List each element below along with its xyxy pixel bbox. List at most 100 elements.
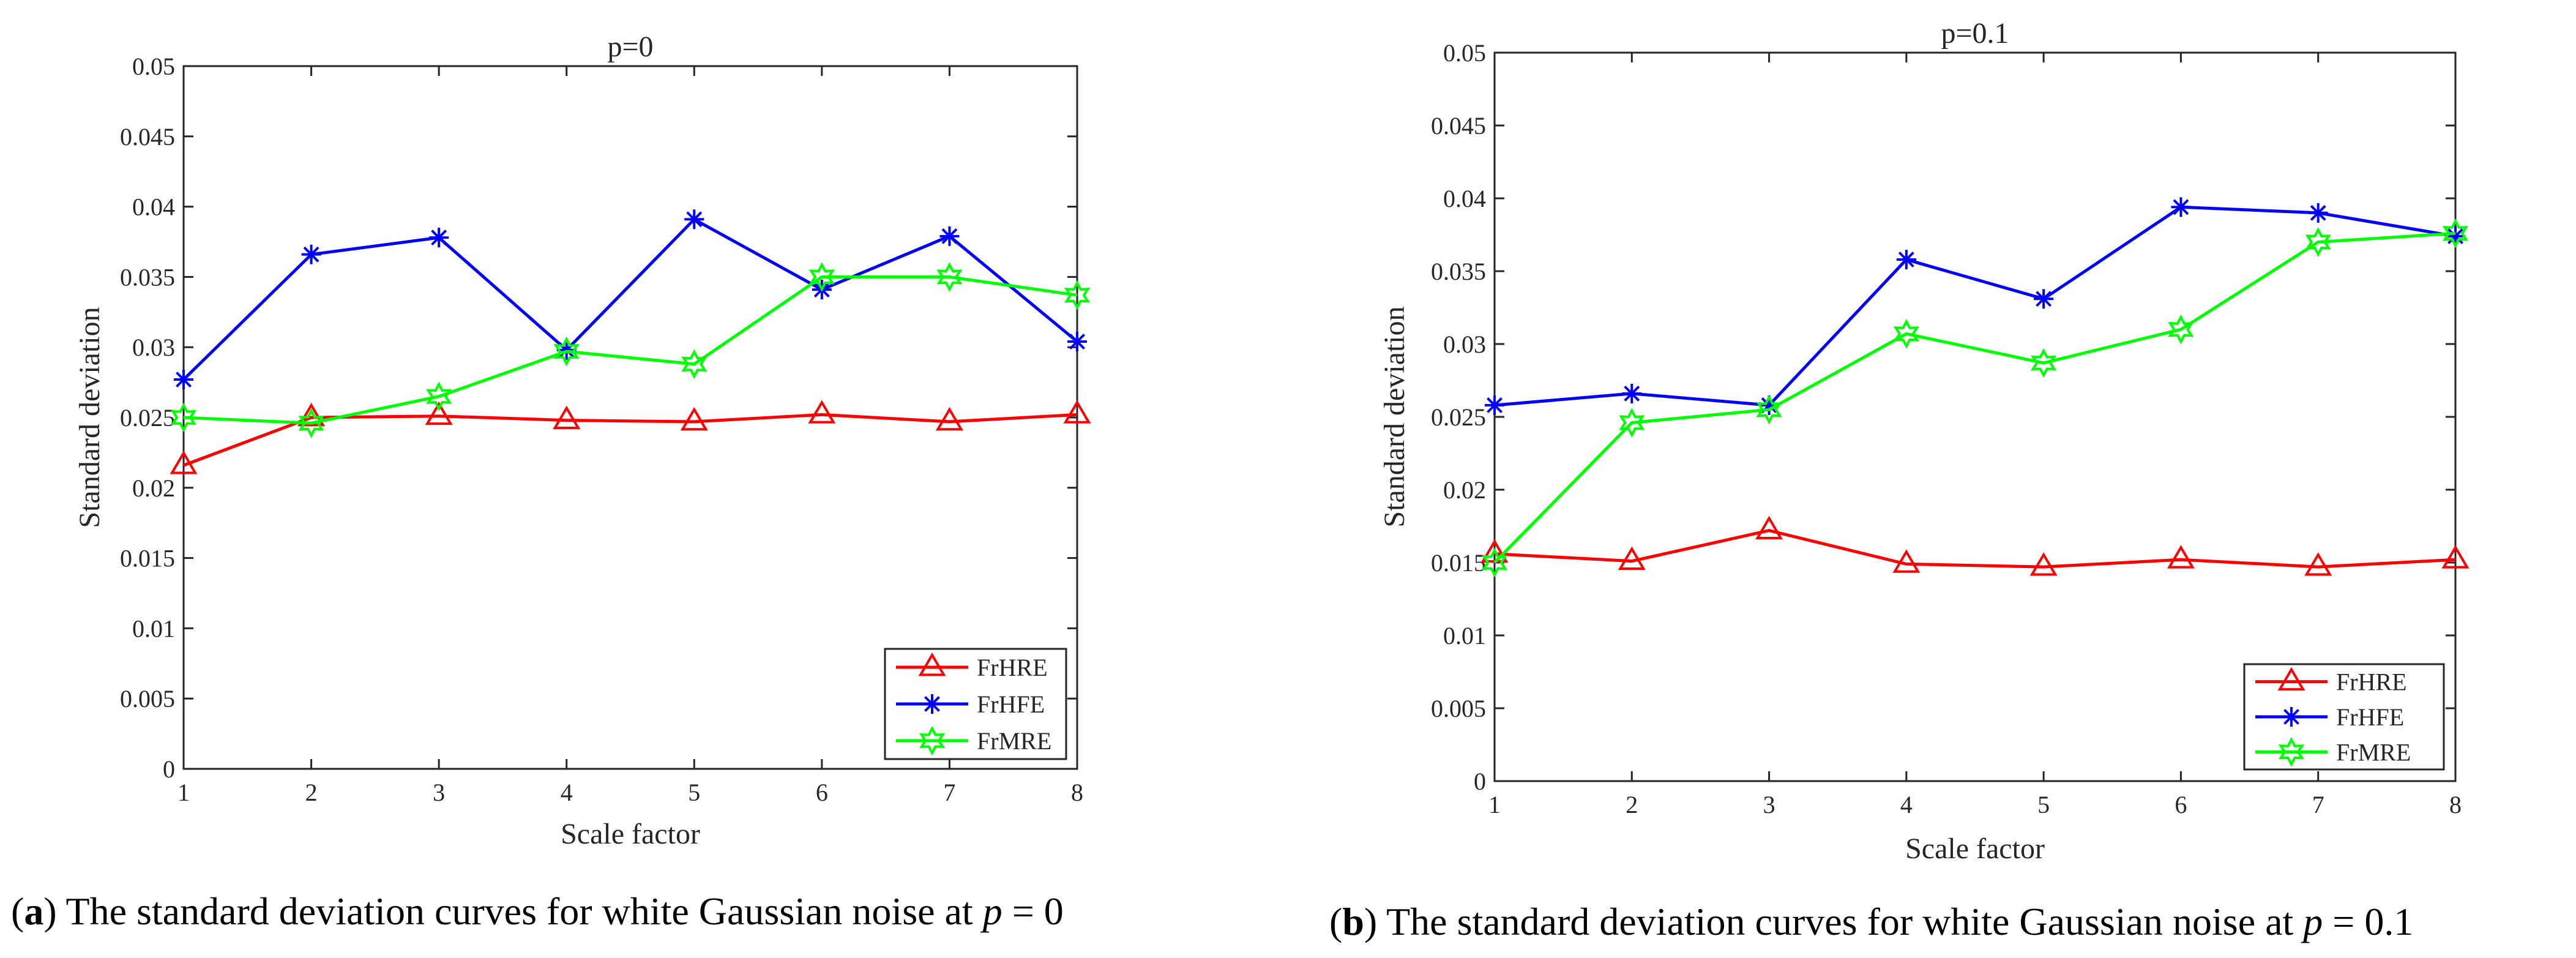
chart-title: p=0: [607, 31, 653, 63]
legend-swatch-marker: [919, 725, 946, 756]
data-point: [1064, 280, 1091, 310]
data-point: [553, 336, 580, 367]
y-tick-label: 0.01: [132, 615, 175, 642]
data-point: [2441, 545, 2470, 569]
x-tick-label: 4: [561, 779, 573, 806]
x-tick-label: 8: [1071, 779, 1083, 806]
series-frhfe: [174, 209, 1087, 390]
x-tick-label: 6: [2175, 791, 2187, 818]
x-tick-label: 4: [1900, 791, 1913, 818]
y-tick-label: 0.035: [120, 263, 175, 291]
chart-title: p=0.1: [1941, 17, 2009, 50]
x-tick-label: 3: [1763, 791, 1775, 818]
y-tick-label: 0: [163, 755, 175, 783]
series-frhfe: [1485, 197, 2465, 415]
data-point: [170, 402, 197, 433]
data-point: [1892, 549, 1921, 573]
legend-label: FrHRE: [977, 654, 1048, 681]
data-point: [1618, 546, 1646, 571]
data-point: [808, 400, 836, 424]
data-point: [2034, 289, 2054, 309]
data-point: [1896, 249, 1916, 269]
legend: FrHRE FrHFE FrMRE: [2243, 663, 2445, 771]
x-tick-label: 5: [2037, 791, 2050, 818]
x-tick-label: 1: [177, 779, 190, 806]
data-point: [681, 349, 707, 380]
x-tick-label: 2: [1626, 791, 1638, 818]
series-line: [1494, 205, 2456, 407]
y-tick-label: 0.045: [1431, 112, 1486, 140]
data-point: [2304, 552, 2332, 576]
y-tick-label: 0.005: [1431, 695, 1486, 722]
x-tick-label: 8: [2449, 791, 2462, 818]
data-point: [2442, 218, 2469, 249]
data-point: [1485, 395, 1504, 415]
legend-swatch-marker: [2282, 707, 2301, 727]
data-point: [1619, 408, 1645, 438]
caption-a-value: = 0: [1002, 889, 1064, 933]
data-point: [426, 381, 452, 411]
data-point: [939, 226, 960, 246]
legend-swatch-marker: [922, 694, 942, 714]
data-point: [301, 244, 321, 264]
chart-b: p=0.1 Scale factor Standard deviation 00…: [1378, 17, 2470, 865]
data-point: [1756, 394, 1782, 425]
legend-item-frmre: FrMRE: [2255, 736, 2411, 767]
caption-b: (b) The standard deviation curves for wh…: [1329, 900, 2413, 943]
y-tick-label: 0.05: [132, 53, 175, 80]
data-point: [2308, 203, 2328, 223]
data-point: [1755, 515, 1783, 540]
y-tick-label: 0.015: [120, 545, 175, 572]
legend-item-frmre: FrMRE: [896, 725, 1051, 756]
data-point: [425, 401, 453, 425]
legend-swatch-marker: [918, 653, 946, 676]
tick-group: 0 0.005 0.01 0.015 0.02 0.025 0.03 0.035 0.04 0.0…: [120, 53, 1083, 806]
series-group: [170, 209, 1091, 474]
series-line: [183, 275, 1078, 425]
legend-swatch-marker: [2277, 667, 2305, 691]
data-point: [2029, 552, 2058, 576]
y-tick-label: 0.04: [132, 193, 175, 221]
data-point: [1893, 318, 1919, 349]
y-tick-label: 0.015: [1431, 549, 1486, 577]
series-frhre: [1480, 515, 2470, 576]
caption-a-text: ) The standard deviation curves for whit…: [43, 889, 982, 933]
y-tick-label: 0.02: [1443, 476, 1486, 504]
legend-swatch-marker: [2278, 736, 2305, 767]
data-point: [2168, 314, 2194, 345]
data-point: [684, 209, 704, 230]
legend-label: FrMRE: [2336, 738, 2411, 766]
legend-item-frhfe: FrHFE: [2255, 703, 2404, 731]
data-point: [808, 262, 835, 292]
data-point: [174, 370, 193, 390]
series-group: [1480, 197, 2470, 578]
series-line: [1494, 529, 2456, 569]
data-point: [2031, 348, 2057, 378]
caption-a-var: p: [980, 889, 1002, 933]
legend-label: FrMRE: [977, 727, 1051, 755]
legend-item-frhre: FrHRE: [896, 653, 1048, 681]
data-point: [2446, 226, 2465, 246]
data-point: [1622, 383, 1642, 403]
data-point: [936, 262, 963, 292]
y-tick-label: 0.02: [132, 474, 175, 502]
y-tick-label: 0.01: [1443, 622, 1486, 649]
data-point: [297, 403, 326, 427]
x-tick-label: 5: [688, 779, 700, 806]
caption-b-label: b: [1342, 900, 1364, 943]
y-axis-label: Standard deviation: [1378, 306, 1411, 527]
data-point: [680, 406, 708, 431]
y-tick-label: 0.005: [120, 685, 175, 713]
y-tick-label: 0.03: [132, 334, 175, 361]
legend-label: FrHFE: [2336, 703, 2404, 731]
data-point: [935, 406, 963, 431]
caption-b-text: ) The standard deviation curves for whit…: [1364, 900, 2303, 943]
x-tick-label: 7: [943, 779, 955, 806]
legend-item-frhfe: FrHFE: [896, 690, 1045, 718]
y-tick-label: 0.025: [1431, 403, 1486, 431]
data-point: [553, 405, 581, 429]
y-tick-label: 0: [1474, 768, 1486, 795]
data-point: [1067, 332, 1087, 352]
data-point: [170, 451, 198, 474]
